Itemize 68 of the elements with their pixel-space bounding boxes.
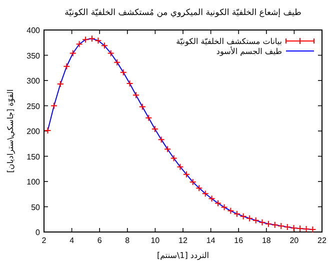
point bbox=[189, 178, 196, 186]
x-tick-label: 4 bbox=[70, 236, 75, 245]
point bbox=[208, 195, 216, 202]
point bbox=[63, 62, 70, 70]
x-tick-label: 16 bbox=[234, 236, 244, 245]
point bbox=[233, 210, 240, 218]
point bbox=[176, 163, 184, 170]
x-tick-label: 6 bbox=[97, 236, 102, 245]
x-tick-label: 18 bbox=[262, 236, 272, 245]
point bbox=[126, 80, 134, 88]
point bbox=[151, 125, 158, 132]
y-tick-label: 150 bbox=[26, 152, 41, 162]
point bbox=[76, 40, 83, 48]
x-tick-label: 12 bbox=[178, 236, 188, 245]
point bbox=[202, 190, 209, 198]
point bbox=[258, 218, 266, 226]
point bbox=[252, 216, 260, 224]
point bbox=[182, 170, 190, 178]
point bbox=[107, 50, 114, 57]
point bbox=[164, 146, 172, 153]
point bbox=[278, 222, 285, 230]
point bbox=[94, 37, 102, 44]
x-tick-label: 2 bbox=[42, 236, 47, 245]
y-tick-label: 350 bbox=[26, 51, 41, 60]
point bbox=[246, 214, 254, 222]
point bbox=[132, 92, 140, 99]
point bbox=[220, 204, 228, 211]
y-tick-label: 0 bbox=[36, 228, 41, 237]
point bbox=[227, 207, 234, 214]
point bbox=[56, 80, 64, 88]
x-tick-label: 8 bbox=[125, 236, 130, 245]
y-tick-label: 250 bbox=[26, 102, 41, 111]
y-tick-label: 200 bbox=[26, 127, 41, 136]
x-tick-label: 20 bbox=[290, 236, 300, 245]
point bbox=[196, 184, 203, 192]
point bbox=[302, 225, 310, 232]
x-tick-label: 22 bbox=[318, 236, 327, 245]
point bbox=[82, 36, 90, 44]
point bbox=[240, 212, 247, 220]
chart-title: طيف إشعاع الخلفيّة الكونية الميكروي من مُستكشف الخلفيّة الكونيّة bbox=[64, 8, 302, 18]
point bbox=[50, 102, 58, 110]
y-tick-label: 100 bbox=[26, 178, 41, 186]
legend-label: طيف الجسم الأسود bbox=[216, 46, 282, 56]
point bbox=[290, 224, 298, 232]
y-tick-label: 50 bbox=[31, 202, 41, 212]
point bbox=[114, 58, 121, 66]
x-axis-title: التردد [1\سنتم] bbox=[156, 251, 210, 260]
point bbox=[44, 126, 52, 134]
point bbox=[264, 220, 272, 228]
y-tick-label: 400 bbox=[26, 26, 41, 35]
point bbox=[69, 50, 76, 57]
point bbox=[158, 136, 165, 144]
x-tick-label: 14 bbox=[206, 236, 216, 245]
point bbox=[296, 224, 304, 232]
point bbox=[145, 114, 152, 122]
point bbox=[88, 35, 96, 42]
point bbox=[120, 68, 127, 76]
y-axis-title: القوّة [جاسكي\ستراديان] bbox=[6, 89, 15, 173]
point bbox=[100, 42, 108, 50]
point bbox=[214, 200, 222, 207]
legend-label: بيانات مستكشف الخلفيّة الكونيّة bbox=[176, 37, 282, 46]
point bbox=[309, 226, 316, 233]
y-tick-label: 300 bbox=[26, 76, 41, 86]
point bbox=[138, 103, 146, 110]
x-tick-label: 10 bbox=[150, 236, 160, 245]
point bbox=[284, 223, 291, 230]
point bbox=[170, 154, 178, 162]
point bbox=[271, 221, 278, 228]
